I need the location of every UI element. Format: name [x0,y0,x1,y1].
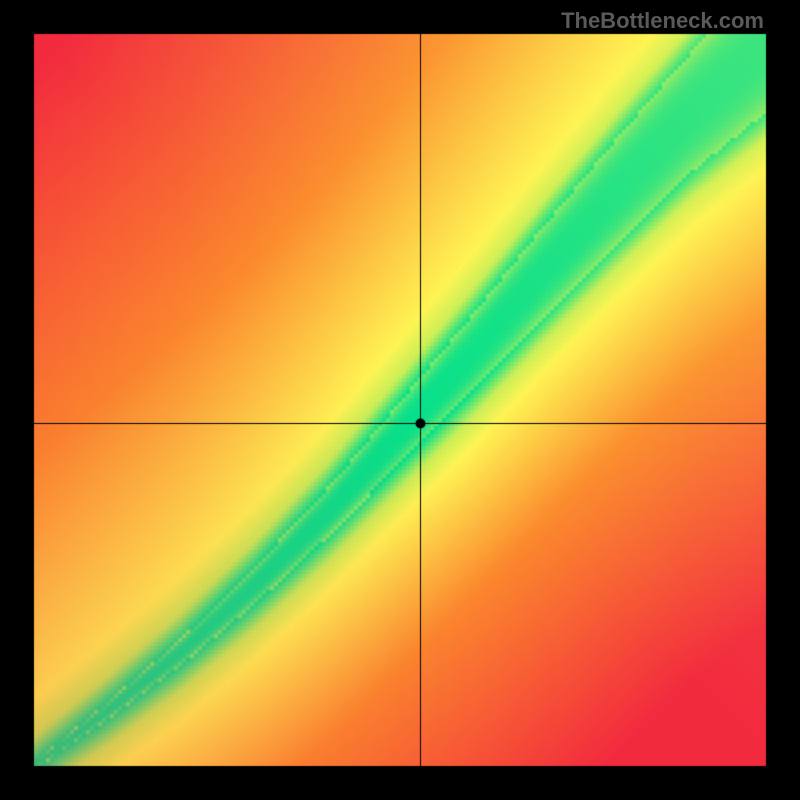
heatmap-canvas [0,0,800,800]
watermark-text: TheBottleneck.com [561,8,764,34]
chart-container: TheBottleneck.com [0,0,800,800]
